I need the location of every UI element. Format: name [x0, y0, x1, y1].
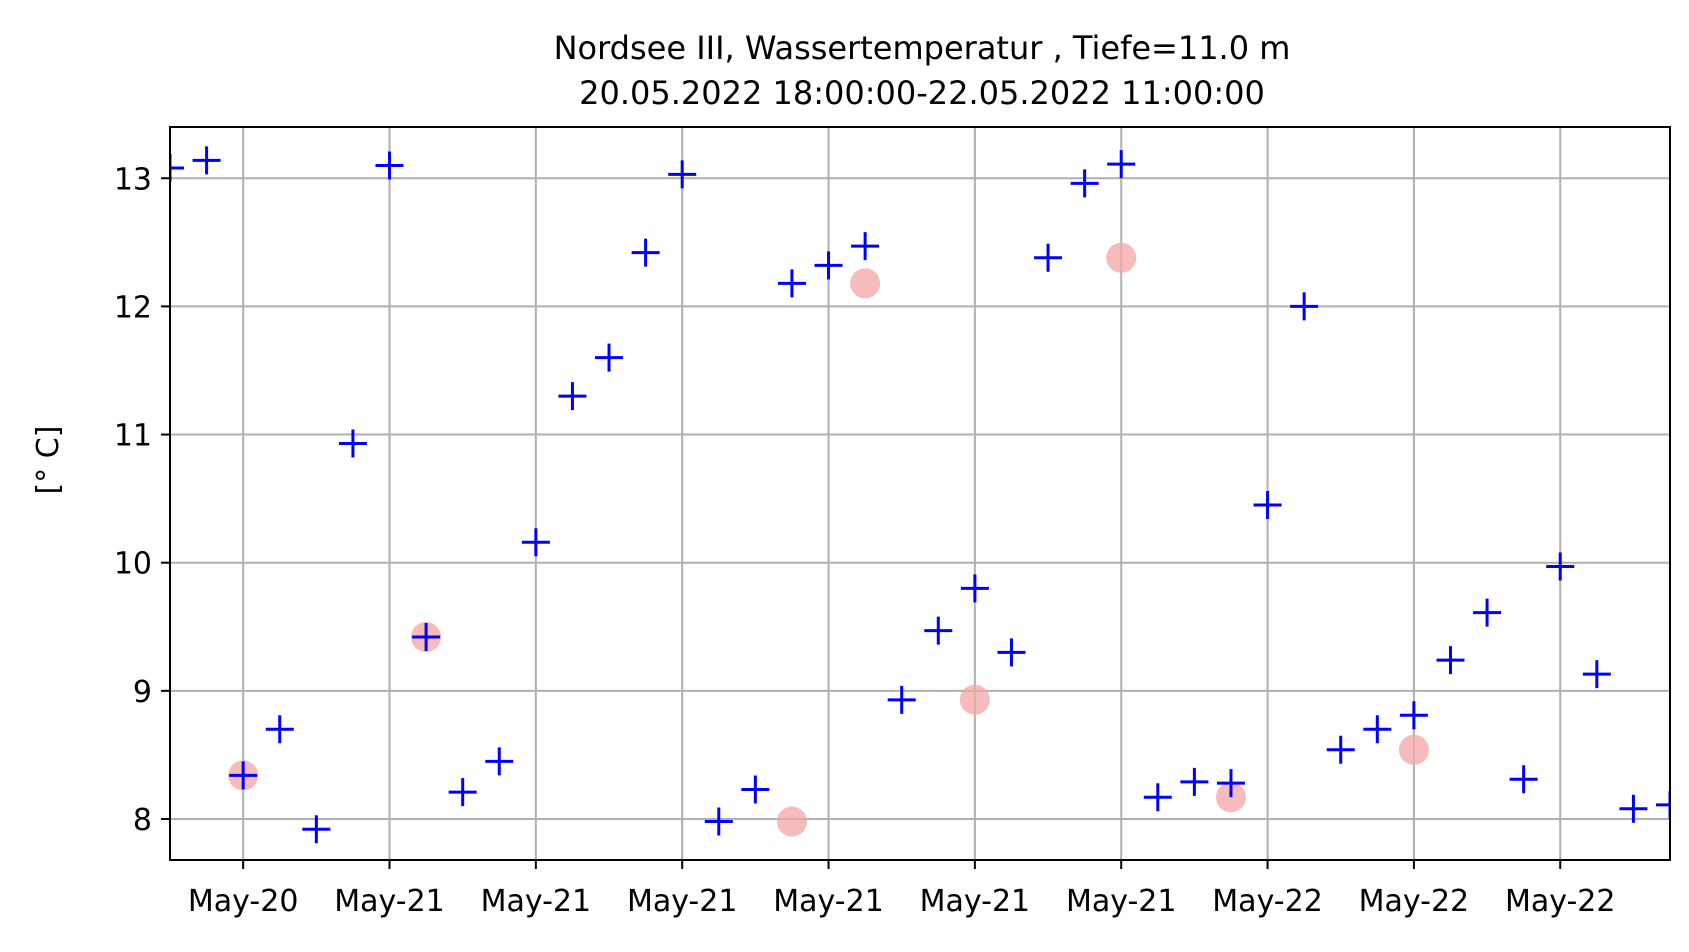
data-point [1656, 790, 1670, 819]
chart-title-line-1: Nordsee III, Wassertemperatur , Tiefe=11… [554, 29, 1291, 67]
highlight-point [1398, 734, 1429, 765]
data-point [1619, 794, 1648, 823]
data-point [777, 269, 806, 298]
data-point [887, 685, 916, 714]
chart-title-line-2: 20.05.2022 18:00:00-22.05.2022 11:00:00 [579, 74, 1265, 112]
data-point [265, 715, 294, 744]
data-point [412, 623, 441, 652]
highlight-point [1215, 782, 1246, 813]
data-point [1070, 169, 1099, 198]
x-tick-label: May-22 [1359, 884, 1470, 919]
data-point [1326, 735, 1355, 764]
y-tick-label: 10 [114, 547, 152, 582]
highlight-point [850, 268, 881, 299]
x-tick-label: May-21 [334, 884, 445, 919]
data-point [1363, 715, 1392, 744]
data-point [851, 232, 880, 261]
data-point [1180, 767, 1209, 796]
data-point [960, 574, 989, 603]
data-point [1546, 552, 1575, 581]
x-tick-label: May-21 [1066, 884, 1177, 919]
data-point [302, 815, 331, 844]
x-tick-label: May-21 [481, 884, 592, 919]
data-point [924, 616, 953, 645]
data-point [229, 761, 258, 790]
data-point [448, 778, 477, 807]
data-point [1473, 598, 1502, 627]
highlight-point [776, 806, 807, 837]
data-point [704, 807, 733, 836]
data-point [814, 251, 843, 280]
x-tick-label: May-21 [920, 884, 1031, 919]
highlight-point [959, 684, 990, 715]
data-point [631, 238, 660, 267]
x-tick-label: May-21 [773, 884, 884, 919]
data-point [485, 747, 514, 776]
data-point [338, 429, 367, 458]
y-tick-label: 8 [133, 803, 152, 838]
data-point [741, 775, 770, 804]
data-point [668, 160, 697, 189]
data-point [1143, 783, 1172, 812]
data-point [1290, 292, 1319, 321]
data-markers [170, 146, 1670, 844]
data-point [1399, 701, 1428, 730]
y-tick-label: 13 [114, 162, 152, 197]
data-point [1436, 646, 1465, 675]
highlight-point [1106, 242, 1137, 273]
x-tick-label: May-21 [627, 884, 738, 919]
axis-ticks: May-20 May-21 May-21 May-21 May-21 May-21 May-… [114, 162, 1616, 919]
y-tick-label: 12 [114, 290, 152, 325]
data-point [1034, 243, 1063, 272]
y-tick-label: 9 [133, 675, 152, 710]
data-point [595, 343, 624, 372]
data-point [1107, 150, 1136, 179]
y-tick-label: 11 [114, 419, 152, 454]
data-point [521, 528, 550, 557]
x-tick-label: May-22 [1505, 884, 1616, 919]
data-point [170, 154, 184, 183]
data-point [997, 638, 1026, 667]
x-tick-label: May-20 [188, 884, 299, 919]
grid [170, 127, 1670, 860]
data-point [1582, 660, 1611, 689]
plot-frame [169, 126, 1671, 861]
data-point [1253, 491, 1282, 520]
data-point [1509, 765, 1538, 794]
highlight-markers [228, 242, 1429, 837]
data-point [192, 146, 221, 175]
y-axis-label: [° C] [31, 426, 66, 495]
data-point [1216, 769, 1245, 798]
data-point [558, 382, 587, 411]
data-point [375, 151, 404, 180]
x-tick-label: May-22 [1212, 884, 1323, 919]
